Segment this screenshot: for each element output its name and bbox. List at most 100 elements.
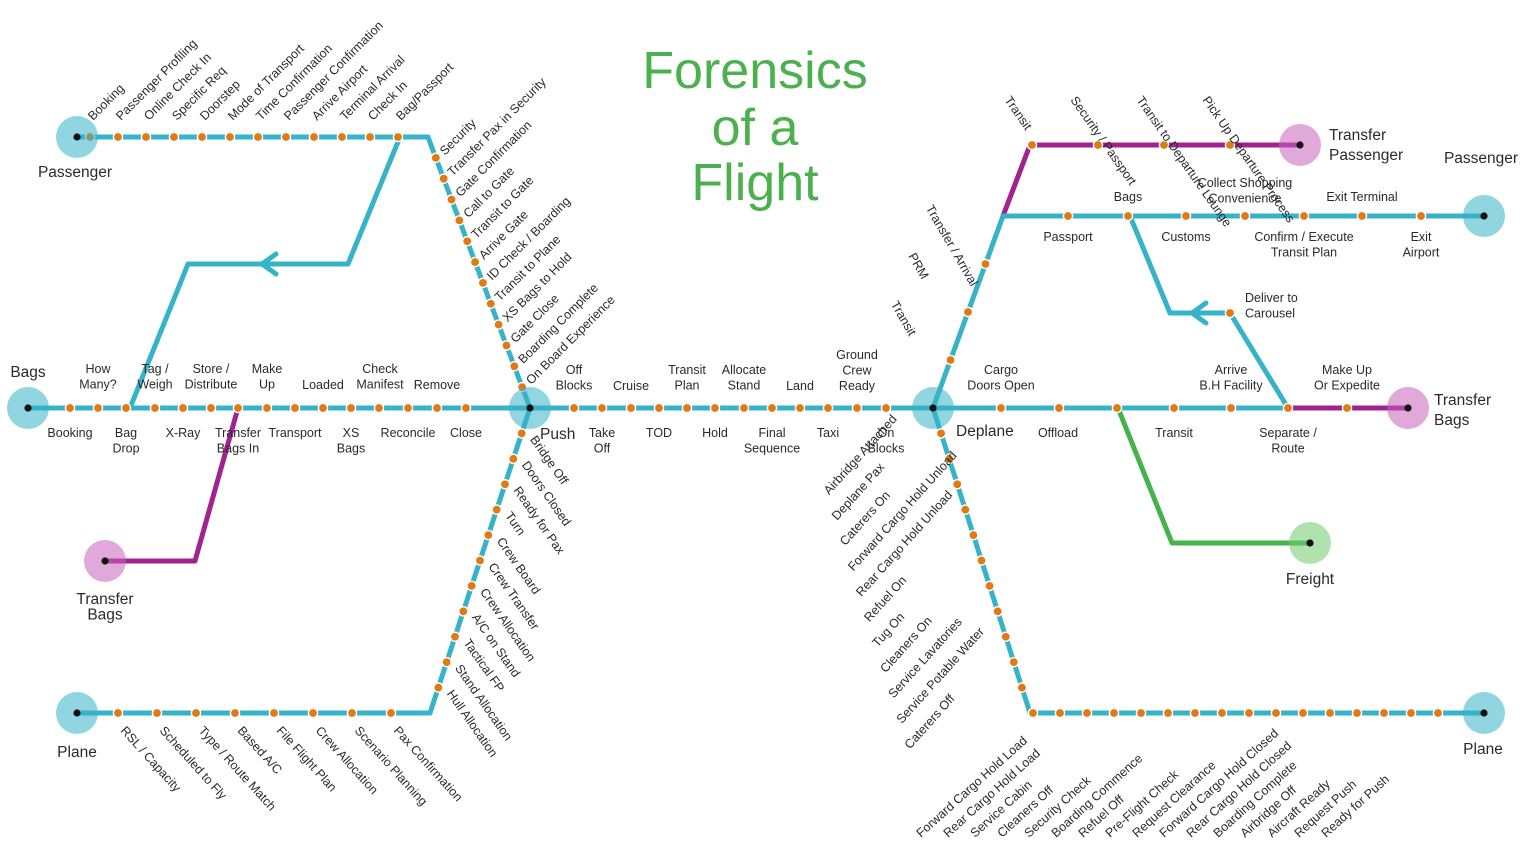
- flight-top-cruise-line-1: Cruise: [613, 379, 649, 393]
- terminal-nodes: [7, 116, 1505, 734]
- station-stop-passenger-time-confirmation: [252, 131, 264, 143]
- station-stop-plane-l-based-a-c: [229, 707, 241, 719]
- station-stop-plane-r-rear-cargo-hold-load: [1054, 707, 1066, 719]
- station-stop-turn-bridge-off: [516, 428, 527, 439]
- station-stop-plane-r-forward-cargo-hold-closed: [1270, 707, 1282, 719]
- station-stop-ground-rear-cargo-hold-unload: [968, 529, 979, 541]
- terminal-label-plane-right-line-1: Plane: [1463, 741, 1503, 758]
- bags-right-top-make-up-or-expedite-line-2: Or Expedite: [1314, 379, 1380, 393]
- diagram-title: Forensics of a Flight: [642, 42, 867, 212]
- station-label-arrival-transfer-arrival: Transfer / Arrival: [923, 203, 981, 289]
- deliver-to-carousel-line-1: Deliver to: [1245, 291, 1298, 305]
- station-stop-bags-2: [120, 402, 132, 414]
- bags-top-make-up-line-2: Up: [259, 378, 275, 392]
- bags-top-make-up-line-1: Make: [252, 362, 283, 376]
- flight-top-off-blocks-line-1: Off: [566, 363, 583, 377]
- bags-bottom-transfer-bags-in-line-1: Transfer: [215, 426, 261, 440]
- deliver-to-carousel-line-2: Carousel: [1245, 307, 1295, 321]
- station-stops: [64, 131, 1444, 719]
- bags-top-how-many-line-1: How: [85, 362, 111, 376]
- carousel-feed-line: [1227, 310, 1291, 411]
- bags-right-bottom-separate-route-line-1: Separate /: [1259, 426, 1317, 440]
- station-stop-pexit-5: [1356, 210, 1368, 222]
- transfer-bags-left-line: [102, 405, 241, 564]
- station-stop-plane-r-pre-flight-check: [1216, 707, 1228, 719]
- flight-top-off-blocks-line-2: Blocks: [556, 379, 593, 393]
- station-stop-ground-deplane-pax: [943, 453, 955, 465]
- station-stop-turn-crew-board: [483, 529, 494, 541]
- station-stop-plane-r-service-cabin: [1081, 707, 1093, 719]
- station-stop-bags-8: [289, 402, 301, 414]
- station-label-arrival-prm: PRM: [905, 251, 931, 282]
- pexit-bottom-exit-airport-line-1: Exit: [1411, 230, 1432, 244]
- station-stop-deliver-to-carousel: [1224, 307, 1236, 319]
- terminal-label-passenger-right-line-1: Passenger: [1444, 150, 1518, 167]
- direction-arrow-left: [259, 251, 279, 277]
- flight-bottom-on-blocks-line-2: Blocks: [868, 442, 905, 456]
- station-stop-bagsr-transfer: [1341, 402, 1353, 414]
- station-stop-ground-cleaners-on: [992, 606, 1003, 617]
- plane-right-node-center: [1480, 709, 1488, 717]
- station-stop-bags-5: [205, 402, 217, 414]
- station-stop-passenger-passenger-confirmation: [280, 131, 292, 143]
- passenger-to-bags-line: [127, 134, 403, 411]
- station-stop-bags-0: [64, 402, 76, 414]
- bags-right-bottom-separate-route-line-2: Route: [1271, 442, 1304, 456]
- station-stop-turn-turn: [491, 504, 502, 515]
- station-stop-security-xs-bags-to-hold: [493, 319, 504, 330]
- terminal-label-bags-left-line-1: Bags: [10, 364, 46, 381]
- bags-top-check-manifest-line-1: Check: [362, 362, 398, 376]
- pexit-bottom-confirm-execute-transit-plan-line-1: Confirm / Execute: [1254, 230, 1353, 244]
- flight-top-land-line-1: Land: [786, 379, 814, 393]
- station-stop-plane-r-request-push: [1405, 707, 1417, 719]
- station-stop-bags-1: [92, 402, 104, 414]
- flight-bottom-tod-line-1: TOD: [646, 426, 672, 440]
- bags-bottom-x-ray-line-1: X-Ray: [166, 426, 201, 440]
- flight-bottom-hold-line-1: Hold: [702, 426, 728, 440]
- station-stop-bagsr-1: [1053, 402, 1065, 414]
- flight-bottom-taxi-line-1: Taxi: [817, 426, 839, 440]
- station-stop-flight-8: [794, 402, 806, 414]
- station-stop-pexit-6: [1415, 210, 1427, 222]
- bags-top-store-distribute-line-2: Distribute: [185, 378, 238, 392]
- terminal-label-transfer-bags-right-line-1: Transfer: [1434, 392, 1491, 409]
- station-stop-security-arrive-gate: [469, 256, 481, 268]
- station-stop-flight-9: [822, 402, 834, 414]
- terminal-label-freight-line-1: Freight: [1286, 571, 1335, 588]
- flight-top-ground-crew-ready-line-3: Ready: [839, 379, 876, 393]
- station-stop-plane-l-crew-allocation: [307, 707, 319, 719]
- station-stop-plane-r-aircraft-ready: [1378, 707, 1390, 719]
- station-stop-plane-l-rsl-capacity: [112, 707, 124, 719]
- terminal-label-push-line-1: Push: [540, 426, 575, 443]
- terminal-label-transfer-bags-left-line-2: Bags: [87, 607, 123, 624]
- station-stop-passenger-mode-of-transport: [224, 131, 236, 143]
- deplane-node-center: [929, 404, 937, 412]
- terminal-label-plane-left-line-1: Plane: [57, 744, 97, 761]
- pexit-bottom-passport-line-1: Passport: [1043, 230, 1093, 244]
- station-stop-security-transit-to-gate: [461, 235, 473, 247]
- station-stop-flight-5: [709, 402, 721, 414]
- station-stop-plane-l-type-route-match: [190, 707, 202, 719]
- bags-bottom-reconcile-line-1: Reconcile: [381, 426, 436, 440]
- station-stop-tpax-security-passport: [1092, 139, 1104, 151]
- bags-right-bottom-offload-line-1: Offload: [1038, 426, 1078, 440]
- bags-top-check-manifest-line-2: Manifest: [356, 378, 404, 392]
- station-stop-ground-service-potable-water: [1008, 656, 1020, 668]
- bags-bottom-bag-drop-line-2: Drop: [112, 442, 139, 456]
- station-stop-turn-crew-allocation: [466, 580, 477, 592]
- station-stop-passenger-doorstep: [196, 131, 208, 143]
- station-stop-bags-13: [431, 402, 443, 414]
- station-stop-plane-r-request-clearance: [1243, 707, 1255, 719]
- pexit-bottom-customs-line-1: Customs: [1161, 230, 1210, 244]
- pexit-top-bags-line-1: Bags: [1114, 190, 1143, 204]
- station-label-arrival-transit: Transit: [888, 299, 919, 339]
- bags-right-bottom-transit-line-1: Transit: [1155, 426, 1193, 440]
- station-stop-ground-refuel-on: [976, 555, 987, 566]
- pexit-top-exit-terminal-line-1: Exit Terminal: [1326, 190, 1397, 204]
- bags-top-store-distribute-line-1: Store /: [193, 362, 230, 376]
- bags-right-top-cargo-doors-open-line-2: Doors Open: [967, 379, 1034, 393]
- bags-bottom-close-line-1: Close: [450, 426, 482, 440]
- terminal-label-deplane-line-1: Deplane: [956, 423, 1014, 440]
- flight-bottom-on-blocks-line-1: On: [878, 426, 895, 440]
